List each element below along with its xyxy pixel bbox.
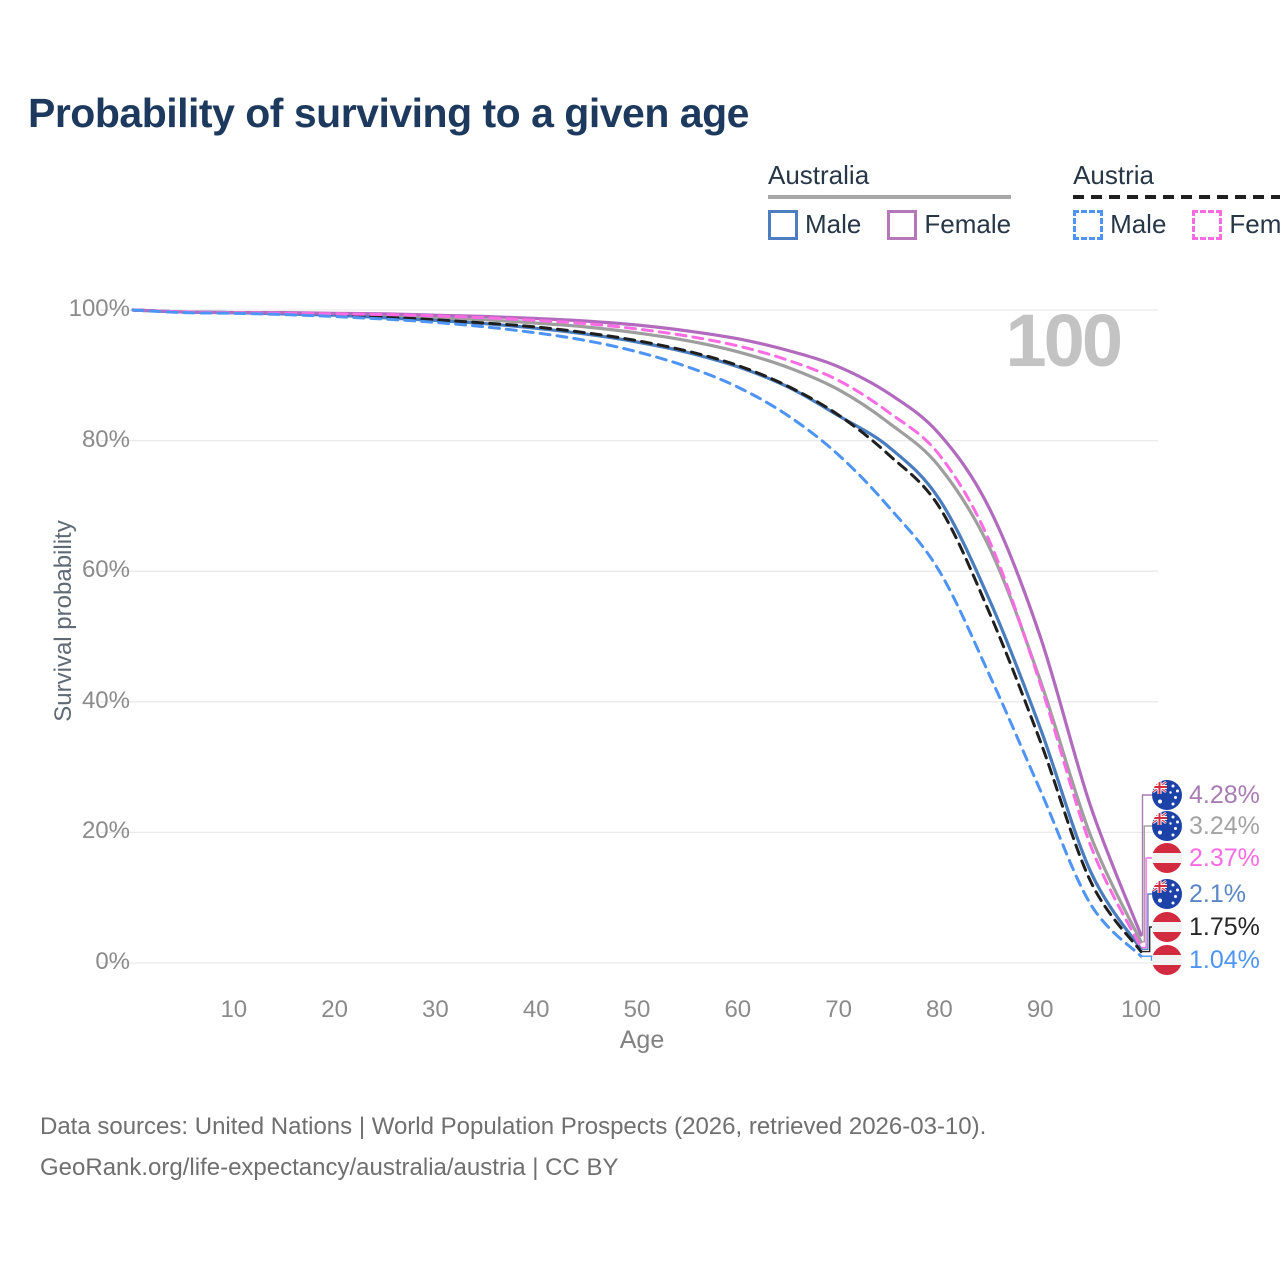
x-tick-10: 10	[220, 996, 248, 1023]
x-tick-30: 30	[422, 996, 449, 1023]
leader-line-australia-male	[1141, 893, 1152, 950]
end-label-value: 1.75%	[1189, 912, 1260, 941]
series-line-austria-both-sexes	[131, 308, 1143, 954]
australia-line-style-swatch	[768, 195, 1012, 199]
checkbox-australia-female-icon[interactable]	[887, 209, 918, 240]
x-tick-70: 70	[825, 996, 852, 1023]
legend-group-australia: Australia Male Female	[768, 160, 1012, 240]
age-watermark: 100	[1006, 299, 1121, 382]
austria-flag-icon	[1152, 912, 1182, 942]
end-label-austria-female: 2.37%	[1152, 842, 1260, 874]
y-tick-100: 100%	[68, 295, 130, 322]
x-tick-50: 50	[623, 996, 651, 1023]
y-tick-60: 60%	[81, 556, 130, 584]
x-tick-90: 90	[1026, 996, 1054, 1023]
checkbox-austria-female-icon[interactable]	[1192, 209, 1223, 240]
checkbox-austria-male-icon[interactable]	[1073, 209, 1104, 240]
data-source-line: Data sources: United Nations | World Pop…	[40, 1113, 987, 1140]
legend-item-label[interactable]: Female	[924, 209, 1012, 239]
legend-item-australia-male[interactable]: Male	[768, 209, 861, 240]
leader-line-australia-female	[1141, 794, 1152, 936]
legend-group-austria: Austria Male Female	[1073, 160, 1280, 240]
austria-line-style-swatch	[1073, 195, 1280, 199]
legend-item-austria-male[interactable]: Male	[1073, 209, 1166, 240]
series-line-austria-female	[131, 308, 1143, 949]
x-tick-20: 20	[321, 996, 348, 1023]
legend-item-australia-female[interactable]: Female	[887, 209, 1011, 240]
end-label-australia-female: 4.28%	[1152, 779, 1260, 811]
y-tick-80: 80%	[81, 425, 130, 453]
legend-country-austria: Austria	[1073, 160, 1154, 190]
series-line-australia-female	[131, 308, 1143, 937]
end-label-value: 4.28%	[1189, 780, 1260, 809]
y-tick-0: 0%	[95, 948, 130, 975]
y-tick-40: 40%	[81, 686, 130, 714]
page-title: Probability of surviving to a given age	[28, 90, 749, 136]
leader-line-austria-both-sexes	[1141, 926, 1152, 953]
end-label-australia-male: 2.1%	[1152, 878, 1246, 910]
australia-flag-icon	[1152, 780, 1182, 810]
leader-line-australia-both-sexes	[1141, 825, 1152, 943]
x-tick-80: 80	[926, 996, 953, 1023]
australia-flag-icon	[1152, 811, 1182, 841]
footer: Data sources: United Nations | World Pop…	[40, 1106, 986, 1188]
attribution-line: GeoRank.org/life-expectancy/australia/au…	[40, 1154, 619, 1181]
x-axis-title: Age	[619, 1026, 665, 1054]
x-tick-100: 100	[1120, 996, 1162, 1023]
legend-item-label[interactable]: Male	[805, 209, 862, 239]
end-label-austria-both-sexes: 1.75%	[1152, 911, 1260, 943]
legend-item-label[interactable]: Male	[1110, 209, 1167, 239]
legend-item-label[interactable]: Female	[1229, 209, 1280, 239]
end-label-austria-male: 1.04%	[1152, 944, 1260, 976]
checkbox-australia-male-icon[interactable]	[768, 209, 798, 240]
series-line-austria-male	[131, 308, 1143, 958]
end-label-value: 2.37%	[1189, 843, 1260, 872]
end-label-value: 3.24%	[1189, 811, 1260, 840]
legend: Australia Male Female Austria Male Femal…	[768, 160, 1280, 240]
series-line-australia-both-sexes	[131, 308, 1143, 944]
leader-line-austria-female	[1141, 857, 1152, 949]
x-tick-40: 40	[522, 996, 550, 1023]
end-label-value: 1.04%	[1189, 945, 1260, 974]
x-tick-60: 60	[724, 996, 752, 1023]
austria-flag-icon	[1152, 945, 1182, 975]
end-label-value: 2.1%	[1189, 879, 1246, 908]
series-line-australia-male	[131, 308, 1143, 951]
gridlines	[100, 309, 1158, 964]
legend-country-australia: Australia	[768, 160, 870, 190]
leader-line-austria-male	[1141, 955, 1153, 961]
austria-flag-icon	[1152, 843, 1182, 873]
legend-item-austria-female[interactable]: Female	[1192, 209, 1280, 240]
y-tick-20: 20%	[81, 817, 130, 845]
end-label-australia-both-sexes: 3.24%	[1152, 810, 1260, 842]
australia-flag-icon	[1152, 879, 1182, 909]
